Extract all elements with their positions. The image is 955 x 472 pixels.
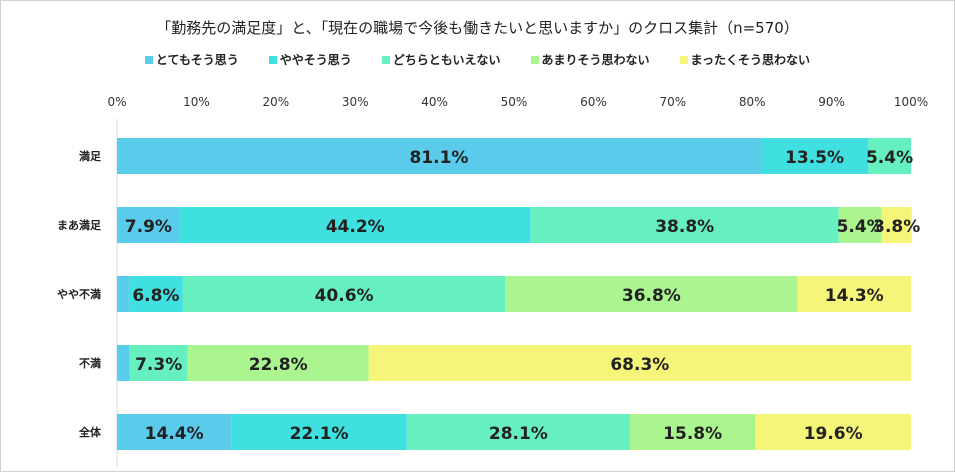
x-tick-label: 80% xyxy=(739,95,766,109)
bar-segment xyxy=(231,414,407,450)
category-label: 満足 xyxy=(79,149,102,163)
data-label: 14.3% xyxy=(825,286,884,306)
data-label: 13.5% xyxy=(785,148,844,168)
bar-segment xyxy=(117,207,180,243)
bar-segment xyxy=(868,138,911,174)
legend-item: とてもそう思う xyxy=(144,51,239,68)
x-tick-label: 20% xyxy=(262,95,289,109)
bar-segment xyxy=(182,276,506,312)
data-label: 68.3% xyxy=(610,355,669,375)
data-label: 36.8% xyxy=(622,286,681,306)
data-label: 7.9% xyxy=(125,217,172,237)
chart-title: 「勤務先の満足度」と、「現在の職場で今後も働きたいと思いますか」のクロス集計（n… xyxy=(156,19,799,37)
data-label: 81.1% xyxy=(409,148,468,168)
data-label: 19.6% xyxy=(804,424,863,444)
bar-segment xyxy=(117,414,232,450)
data-label: 5.4% xyxy=(866,148,913,168)
x-tick-label: 40% xyxy=(421,95,448,109)
bar-segment xyxy=(760,138,869,174)
bar-segment xyxy=(117,276,129,312)
bar-segment xyxy=(629,414,756,450)
x-tick-label: 10% xyxy=(183,95,210,109)
data-label: 6.8% xyxy=(132,286,179,306)
bar-segment xyxy=(179,207,531,243)
bar-segment xyxy=(128,276,183,312)
data-label: 28.1% xyxy=(489,424,548,444)
legend-item: どちらともいえない xyxy=(381,51,501,68)
legend-label: あまりそう思わない xyxy=(541,53,650,67)
category-label: 全体 xyxy=(78,425,102,439)
data-label: 22.1% xyxy=(290,424,349,444)
bar-segment xyxy=(838,207,882,243)
legend-label: どちらともいえない xyxy=(392,53,501,67)
data-label: 7.3% xyxy=(135,355,182,375)
x-tick-label: 50% xyxy=(501,95,528,109)
bar-segment xyxy=(797,276,911,312)
bar-segment xyxy=(406,414,630,450)
bar-segment xyxy=(505,276,798,312)
x-tick-label: 70% xyxy=(659,95,686,109)
x-tick-label: 90% xyxy=(818,95,845,109)
legend-item: まったくそう思わない xyxy=(679,51,811,68)
bar-segment xyxy=(129,345,188,381)
category-label: やや不満 xyxy=(57,287,101,301)
legend-label: まったくそう思わない xyxy=(690,53,811,67)
legend-item: あまりそう思わない xyxy=(530,51,650,68)
legend-label: ややそう思う xyxy=(279,53,352,67)
bar-segment xyxy=(117,345,130,381)
data-label: 3.8% xyxy=(873,217,920,237)
bar-segment xyxy=(117,138,761,174)
legend-swatch xyxy=(381,55,390,64)
category-label: まあ満足 xyxy=(57,218,102,232)
legend-item: ややそう思う xyxy=(268,51,352,68)
bar-segment xyxy=(881,207,912,243)
x-tick-label: 0% xyxy=(107,95,126,109)
legend-label: とてもそう思う xyxy=(155,53,239,67)
bar-segment xyxy=(368,345,911,381)
x-tick-label: 60% xyxy=(580,95,607,109)
data-label: 38.8% xyxy=(655,217,714,237)
data-label: 15.8% xyxy=(663,424,722,444)
legend: とてもそう思う ややそう思う どちらともいえない あまりそう思わない まったくそう思わな… xyxy=(1,51,954,68)
bar-segment xyxy=(187,345,369,381)
x-tick-label: 30% xyxy=(342,95,369,109)
legend-swatch xyxy=(679,55,688,64)
data-label: 40.6% xyxy=(315,286,374,306)
legend-swatch xyxy=(530,55,539,64)
x-tick-label: 100% xyxy=(894,95,928,109)
data-label: 44.2% xyxy=(326,217,385,237)
bar-segment xyxy=(530,207,839,243)
category-label: 不満 xyxy=(79,356,101,370)
legend-swatch xyxy=(268,55,277,64)
data-label: 5.4% xyxy=(837,217,884,237)
legend-swatch xyxy=(144,55,153,64)
bar-segment xyxy=(755,414,911,450)
data-label: 22.8% xyxy=(249,355,308,375)
data-label: 14.4% xyxy=(145,424,204,444)
